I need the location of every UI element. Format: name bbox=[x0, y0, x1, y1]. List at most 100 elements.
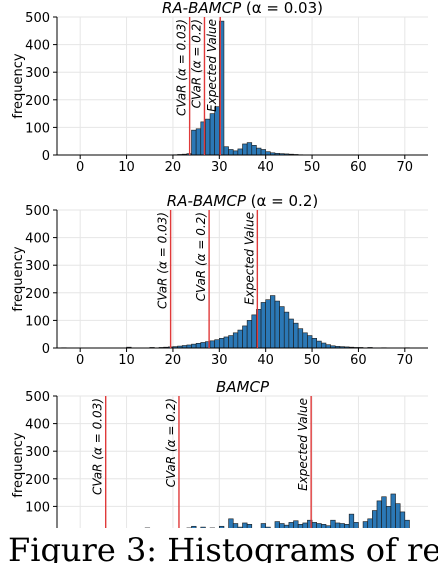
y-tick-label: 0 bbox=[42, 342, 50, 357]
histogram-bar bbox=[283, 311, 290, 349]
histogram-bar bbox=[228, 149, 234, 156]
x-tick-label: 50 bbox=[304, 353, 321, 368]
histogram-bar bbox=[404, 519, 410, 528]
histogram-bar bbox=[399, 511, 406, 528]
histogram-bar bbox=[191, 525, 197, 528]
histogram-bar bbox=[321, 524, 327, 528]
histogram-bar bbox=[260, 523, 266, 528]
histogram-bar bbox=[302, 522, 308, 528]
histogram-bar bbox=[274, 300, 280, 349]
histogram-bar bbox=[232, 150, 239, 156]
statistic-label: CVaR (α = 0.2) bbox=[189, 19, 203, 108]
chart-title: BAMCP bbox=[216, 378, 270, 396]
histogram-bar bbox=[232, 332, 239, 349]
histogram-bar bbox=[395, 503, 401, 528]
histogram-bar bbox=[260, 149, 266, 156]
x-tick-label: 0 bbox=[76, 160, 84, 175]
histogram-bar bbox=[246, 524, 253, 528]
y-axis-label: frequency bbox=[11, 53, 26, 119]
chart-title-name: BAMCP bbox=[216, 378, 270, 396]
histogram-bar bbox=[279, 306, 285, 349]
histogram-bar bbox=[214, 339, 220, 349]
x-tick-label: 0 bbox=[76, 353, 84, 368]
histogram-bar bbox=[353, 522, 359, 528]
histogram-bar bbox=[237, 526, 243, 528]
histogram-bar bbox=[297, 328, 304, 349]
histogram-bar bbox=[223, 146, 229, 156]
histogram-bar bbox=[228, 518, 234, 528]
y-tick-label: 500 bbox=[25, 11, 50, 26]
histogram-bar bbox=[232, 523, 239, 528]
histogram-bar bbox=[251, 145, 257, 156]
x-tick-label: 70 bbox=[397, 160, 414, 175]
histogram-bar bbox=[330, 519, 336, 528]
histogram-bar bbox=[316, 340, 322, 349]
histogram-bar bbox=[246, 142, 253, 156]
y-axis-label: frequency bbox=[11, 432, 26, 498]
histogram-bar bbox=[242, 325, 248, 349]
x-tick-label: 40 bbox=[257, 353, 274, 368]
statistic-label: Expected Value bbox=[296, 398, 310, 491]
statistic-label: CVaR (α = 0.03) bbox=[91, 398, 105, 495]
statistic-label: CVaR (α = 0.2) bbox=[194, 212, 208, 301]
x-tick-label: 60 bbox=[350, 160, 367, 175]
chart-title-name: RA-BAMCP bbox=[167, 192, 247, 210]
x-tick-label: 20 bbox=[165, 353, 182, 368]
histogram-bar bbox=[251, 314, 257, 349]
histogram-bar bbox=[228, 335, 234, 349]
histogram-bar bbox=[265, 526, 271, 528]
histogram-bar bbox=[321, 342, 327, 349]
y-tick-label: 0 bbox=[42, 149, 50, 164]
histogram-bar bbox=[195, 343, 202, 349]
histogram-bar bbox=[191, 129, 197, 156]
histogram-bar bbox=[293, 520, 299, 528]
y-tick-label: 400 bbox=[25, 39, 50, 54]
y-tick-label: 200 bbox=[25, 94, 50, 109]
histogram-panel-3: 0102030405060700100200300400500frequency… bbox=[11, 378, 428, 528]
statistic-label: CVaR (α = 0.03) bbox=[175, 19, 189, 116]
histogram-bar bbox=[297, 524, 304, 528]
histogram-bar bbox=[339, 523, 345, 528]
histogram-bar bbox=[367, 518, 373, 528]
x-tick-label: 50 bbox=[304, 160, 321, 175]
histogram-bar bbox=[209, 113, 215, 156]
statistic-label: CVaR (α = 0.2) bbox=[164, 398, 178, 487]
chart-title-name: RA-BAMCP bbox=[162, 0, 242, 17]
y-tick-label: 200 bbox=[25, 287, 50, 302]
statistic-label: Expected Value bbox=[205, 19, 219, 112]
y-tick-label: 100 bbox=[25, 500, 50, 515]
y-tick-label: 200 bbox=[25, 473, 50, 488]
histogram-bar bbox=[191, 343, 197, 349]
histogram-bar bbox=[334, 522, 341, 528]
histogram-bar bbox=[316, 523, 322, 528]
y-tick-label: 100 bbox=[25, 121, 50, 136]
y-tick-label: 400 bbox=[25, 232, 50, 247]
x-tick-label: 30 bbox=[211, 353, 228, 368]
x-tick-label: 70 bbox=[397, 353, 414, 368]
histogram-bar bbox=[344, 524, 350, 528]
chart-title-alpha: (α = 0.2) bbox=[246, 192, 318, 210]
histogram-bar bbox=[265, 299, 271, 349]
y-tick-label: 100 bbox=[25, 314, 50, 329]
histogram-bar bbox=[219, 525, 225, 528]
y-axis-label: frequency bbox=[11, 246, 26, 312]
histogram-bar bbox=[372, 510, 378, 528]
histogram-bar bbox=[219, 338, 225, 349]
histogram-panel-1: 0 10 20 30 40 50 60 70 0 100 200 300 400 500 frequency… bbox=[11, 0, 428, 175]
histogram-bar bbox=[279, 523, 285, 528]
histogram-bar bbox=[302, 332, 308, 349]
x-tick-label: 30 bbox=[211, 160, 228, 175]
histogram-bar bbox=[242, 143, 248, 156]
x-tick-label: 10 bbox=[118, 353, 135, 368]
figure-caption: Figure 3: Histograms of returns bbox=[8, 531, 438, 563]
histogram-bar bbox=[246, 320, 253, 349]
histogram-bar bbox=[390, 493, 396, 528]
x-tick-label: 10 bbox=[118, 160, 135, 175]
histogram-bar bbox=[205, 118, 211, 156]
histogram-bar bbox=[195, 128, 202, 156]
histogram-figure: 0 10 20 30 40 50 60 700100200300400500frequency… bbox=[11, 0, 428, 528]
chart-title: RA-BAMCP (α = 0.2) bbox=[167, 192, 318, 210]
histogram-bar bbox=[242, 522, 248, 528]
chart-title-alpha: (α = 0.03) bbox=[241, 0, 323, 17]
x-tick-label: 40 bbox=[257, 160, 274, 175]
